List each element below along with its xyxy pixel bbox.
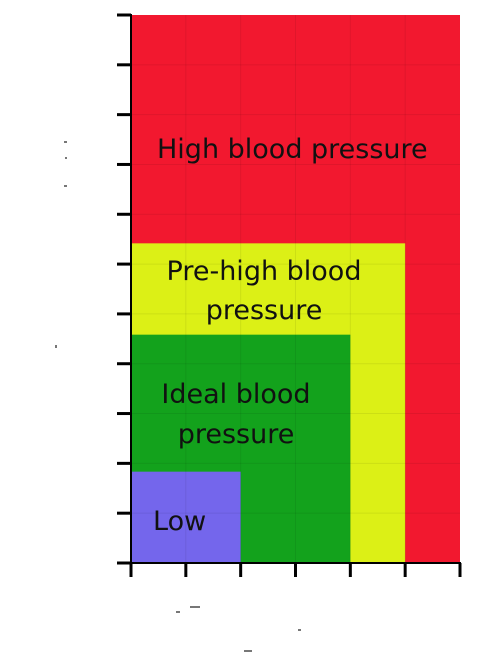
axis-remnant-mark [244,650,252,652]
axis-remnant-mark [65,157,67,159]
axis-remnant-mark [55,345,57,348]
region-low [131,471,241,563]
region-label-ideal-blood-pressure-line-1: Ideal blood [161,379,310,410]
region-label-high-blood-pressure-line-1: High blood pressure [157,134,428,165]
region-labels: High blood pressure Pre-high blood pressur… [153,134,428,537]
axis-remnant-mark [64,141,67,143]
region-label-pre-high-blood-pressure-line-2: pressure [206,295,323,326]
axis-remnant-mark [176,611,180,613]
chart-grid [131,15,460,563]
axis-remnant-mark [298,629,301,631]
chart-axes [117,13,462,577]
region-label-pre-high-blood-pressure-line-1: Pre-high blood [167,256,362,287]
axis-remnant-mark [190,606,200,608]
axis-remnant-mark [64,185,67,187]
chart-regions [131,15,460,564]
region-label-ideal-blood-pressure-line-2: pressure [178,419,295,450]
region-label-low-line-1: Low [153,506,206,537]
